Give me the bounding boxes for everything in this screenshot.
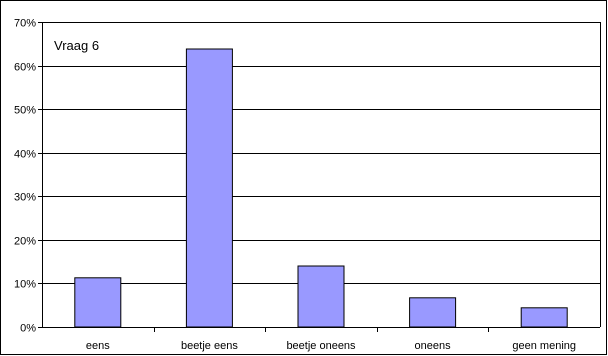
y-tick-label: 30% (14, 192, 36, 204)
axes (38, 22, 601, 332)
x-category-label: beetje eens (181, 340, 238, 352)
bar-beetje-oneens (297, 265, 345, 328)
y-tick-label: 10% (14, 279, 36, 291)
x-category-label: beetje oneens (286, 340, 356, 352)
y-tick-label: 50% (14, 105, 36, 117)
x-category-label: oneens (415, 340, 452, 352)
x-category-labels: eens beetje eens beetje oneens oneens geen m… (86, 340, 576, 352)
bar-oneens (409, 297, 457, 328)
x-category-label: geen mening (512, 340, 576, 352)
bar-geen-mening (520, 307, 568, 328)
x-category-label: eens (86, 340, 110, 352)
y-tick-label: 60% (14, 62, 36, 74)
y-tick-label: 20% (14, 236, 36, 248)
bars (74, 48, 568, 328)
y-tick-label: 0% (20, 323, 36, 335)
y-tick-labels: 0% 10% 20% 30% 40% 50% 60% 70% (14, 18, 36, 335)
chart-title: Vraag 6 (54, 38, 99, 53)
bar-beetje-eens (185, 48, 233, 328)
y-tick-label: 70% (14, 18, 36, 30)
y-tick-label: 40% (14, 149, 36, 161)
gridlines (42, 22, 600, 284)
bar-eens (74, 277, 122, 328)
